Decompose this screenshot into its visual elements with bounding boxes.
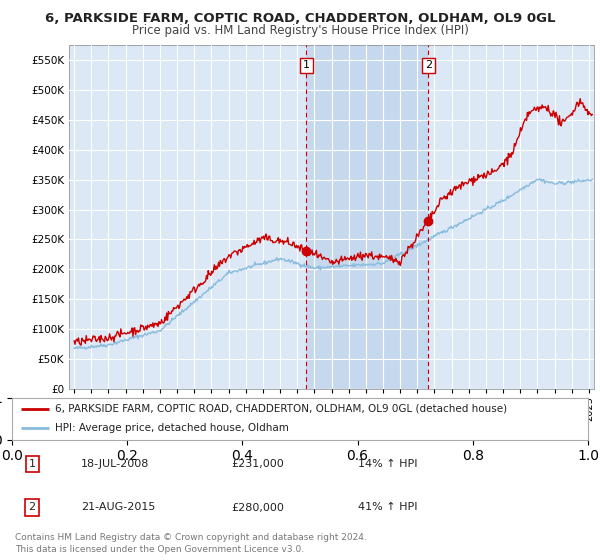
Bar bbox=[307, 45, 428, 389]
Text: HPI: Average price, detached house, Oldham: HPI: Average price, detached house, Oldh… bbox=[55, 423, 289, 433]
Text: Contains HM Land Registry data © Crown copyright and database right 2024.
This d: Contains HM Land Registry data © Crown c… bbox=[15, 533, 367, 554]
Text: 6, PARKSIDE FARM, COPTIC ROAD, CHADDERTON, OLDHAM, OL9 0GL (detached house): 6, PARKSIDE FARM, COPTIC ROAD, CHADDERTO… bbox=[55, 404, 508, 414]
Text: 2: 2 bbox=[29, 502, 36, 512]
Text: Price paid vs. HM Land Registry's House Price Index (HPI): Price paid vs. HM Land Registry's House … bbox=[131, 24, 469, 37]
Text: 1: 1 bbox=[29, 459, 35, 469]
Text: 1: 1 bbox=[303, 60, 310, 71]
Text: 2: 2 bbox=[425, 60, 432, 71]
Text: 21-AUG-2015: 21-AUG-2015 bbox=[81, 502, 155, 512]
Text: 14% ↑ HPI: 14% ↑ HPI bbox=[358, 459, 417, 469]
Text: 18-JUL-2008: 18-JUL-2008 bbox=[81, 459, 149, 469]
Text: £280,000: £280,000 bbox=[231, 502, 284, 512]
Text: 6, PARKSIDE FARM, COPTIC ROAD, CHADDERTON, OLDHAM, OL9 0GL: 6, PARKSIDE FARM, COPTIC ROAD, CHADDERTO… bbox=[45, 12, 555, 25]
Text: 41% ↑ HPI: 41% ↑ HPI bbox=[358, 502, 417, 512]
Text: £231,000: £231,000 bbox=[231, 459, 284, 469]
